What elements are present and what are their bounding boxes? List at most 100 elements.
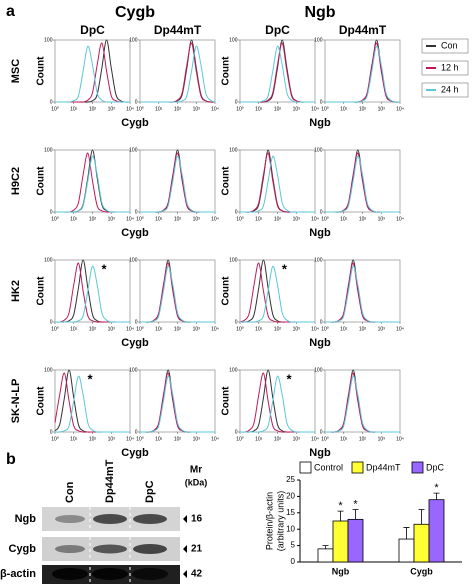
row-label: MSC <box>10 59 22 84</box>
y-axis-label: Protein/β-actin <box>264 492 274 550</box>
x-axis-label: Ngb <box>309 227 331 239</box>
histogram-frame <box>139 39 216 103</box>
x-tick-label: 10² <box>274 436 282 442</box>
x-tick-label: 10² <box>174 436 182 442</box>
x-tick-label: 10¹ <box>70 216 78 222</box>
x-tick-label: 10¹ <box>70 326 78 332</box>
error-bar <box>433 492 440 500</box>
mr-label: Mr <box>190 465 202 476</box>
x-tick-label: 10² <box>89 216 97 222</box>
group-title: Ngb <box>304 4 335 21</box>
y-tick-label: 0 <box>320 209 323 215</box>
x-tick-label: 10⁰ <box>236 216 244 222</box>
y-tick-label: 0 <box>50 319 53 325</box>
x-tick-label: 10⁰ <box>136 326 144 332</box>
x-tick-label: 10¹ <box>255 436 263 442</box>
x-tick-label: 10² <box>359 326 367 332</box>
y-axis-label: Count <box>36 166 47 196</box>
lane-label: DpC <box>144 480 156 503</box>
histogram-curve <box>325 265 400 323</box>
significance-mark: * <box>102 261 108 276</box>
group-title: Cygb <box>115 4 155 21</box>
y-tick-label: 100 <box>314 257 323 263</box>
x-tick-label: 10⁰ <box>236 326 244 332</box>
x-tick-label: 10¹ <box>255 216 263 222</box>
y-tick-label: 5 <box>291 541 296 550</box>
histogram-frame <box>54 369 131 433</box>
row-label: SK-N-LP <box>10 379 22 424</box>
x-tick-label: Ngb <box>332 566 350 576</box>
x-tick-label: 10⁴ <box>211 436 219 442</box>
x-tick-label: 10³ <box>378 436 386 442</box>
y-tick-label: 100 <box>129 147 138 153</box>
x-tick-label: 10⁴ <box>126 326 134 332</box>
histogram-frame <box>239 39 316 103</box>
histogram-curve <box>54 375 130 433</box>
x-tick-label: 10³ <box>293 326 301 332</box>
x-axis-label: Ngb <box>309 447 331 459</box>
band-mw: 21 <box>191 544 203 555</box>
y-tick-label: 20 <box>286 492 295 501</box>
blot-image <box>42 507 180 584</box>
y-tick-label: 100 <box>229 37 238 43</box>
x-tick-label: 10⁰ <box>136 216 144 222</box>
x-tick-label: 10¹ <box>155 436 163 442</box>
x-tick-label: 10² <box>89 326 97 332</box>
band-arrow <box>183 570 187 578</box>
x-tick-label: 10³ <box>378 326 386 332</box>
band <box>55 545 85 553</box>
x-tick-label: 10⁴ <box>396 326 404 332</box>
y-tick-label: 15 <box>286 508 295 517</box>
y-axis-label: Count <box>221 56 232 86</box>
histogram-curve <box>324 375 400 433</box>
significance-mark: * <box>87 371 93 386</box>
band-arrow <box>183 515 187 523</box>
y-tick-label: 100 <box>314 147 323 153</box>
x-tick-label: 10³ <box>108 216 116 222</box>
histogram-frame <box>239 149 316 213</box>
x-tick-label: 10⁴ <box>311 326 319 332</box>
x-tick-label: 10⁰ <box>321 326 329 332</box>
band-arrow <box>183 545 187 553</box>
legend-label: DpC <box>426 462 445 472</box>
band <box>133 514 167 524</box>
y-tick-label: 0 <box>135 209 138 215</box>
x-tick-label: 10³ <box>378 216 386 222</box>
column-title: Dp44mT <box>154 23 202 37</box>
y-tick-label: 0 <box>135 99 138 105</box>
legend-label: Control <box>314 462 343 472</box>
y-tick-label: 100 <box>229 367 238 373</box>
y-tick-label: 0 <box>235 429 238 435</box>
x-tick-label: 10² <box>174 106 182 112</box>
band <box>132 568 168 580</box>
x-tick-label: Cygb <box>410 566 433 576</box>
x-tick-label: 10⁰ <box>321 106 329 112</box>
x-tick-label: 10⁴ <box>396 216 404 222</box>
bar <box>413 523 430 563</box>
x-tick-label: 10³ <box>108 326 116 332</box>
band-mw: 16 <box>191 514 203 525</box>
histogram-curve <box>55 155 130 213</box>
band-label: Cygb <box>9 543 37 555</box>
legend-box <box>421 82 469 98</box>
band-label: β-actin <box>0 568 36 580</box>
significance-mark: * <box>338 500 343 512</box>
x-tick-label: 10⁴ <box>126 216 134 222</box>
x-tick-label: 10² <box>359 106 367 112</box>
x-tick-label: 10⁴ <box>311 106 319 112</box>
histogram-curve <box>240 45 315 103</box>
row-label: HK2 <box>10 280 22 302</box>
y-axis-label: Count <box>221 386 232 416</box>
x-tick-label: 10¹ <box>255 326 263 332</box>
y-axis-label: (arbitrary units) <box>275 491 285 552</box>
column-title: DpC <box>265 23 290 37</box>
y-tick-label: 0 <box>50 429 53 435</box>
legend-label: 24 h <box>441 84 459 94</box>
x-tick-label: 10¹ <box>70 436 78 442</box>
x-tick-label: 10¹ <box>340 106 348 112</box>
y-axis-label: Count <box>221 276 232 306</box>
x-axis-label: Ngb <box>309 117 331 129</box>
band <box>93 514 127 524</box>
x-tick-label: 10² <box>274 326 282 332</box>
